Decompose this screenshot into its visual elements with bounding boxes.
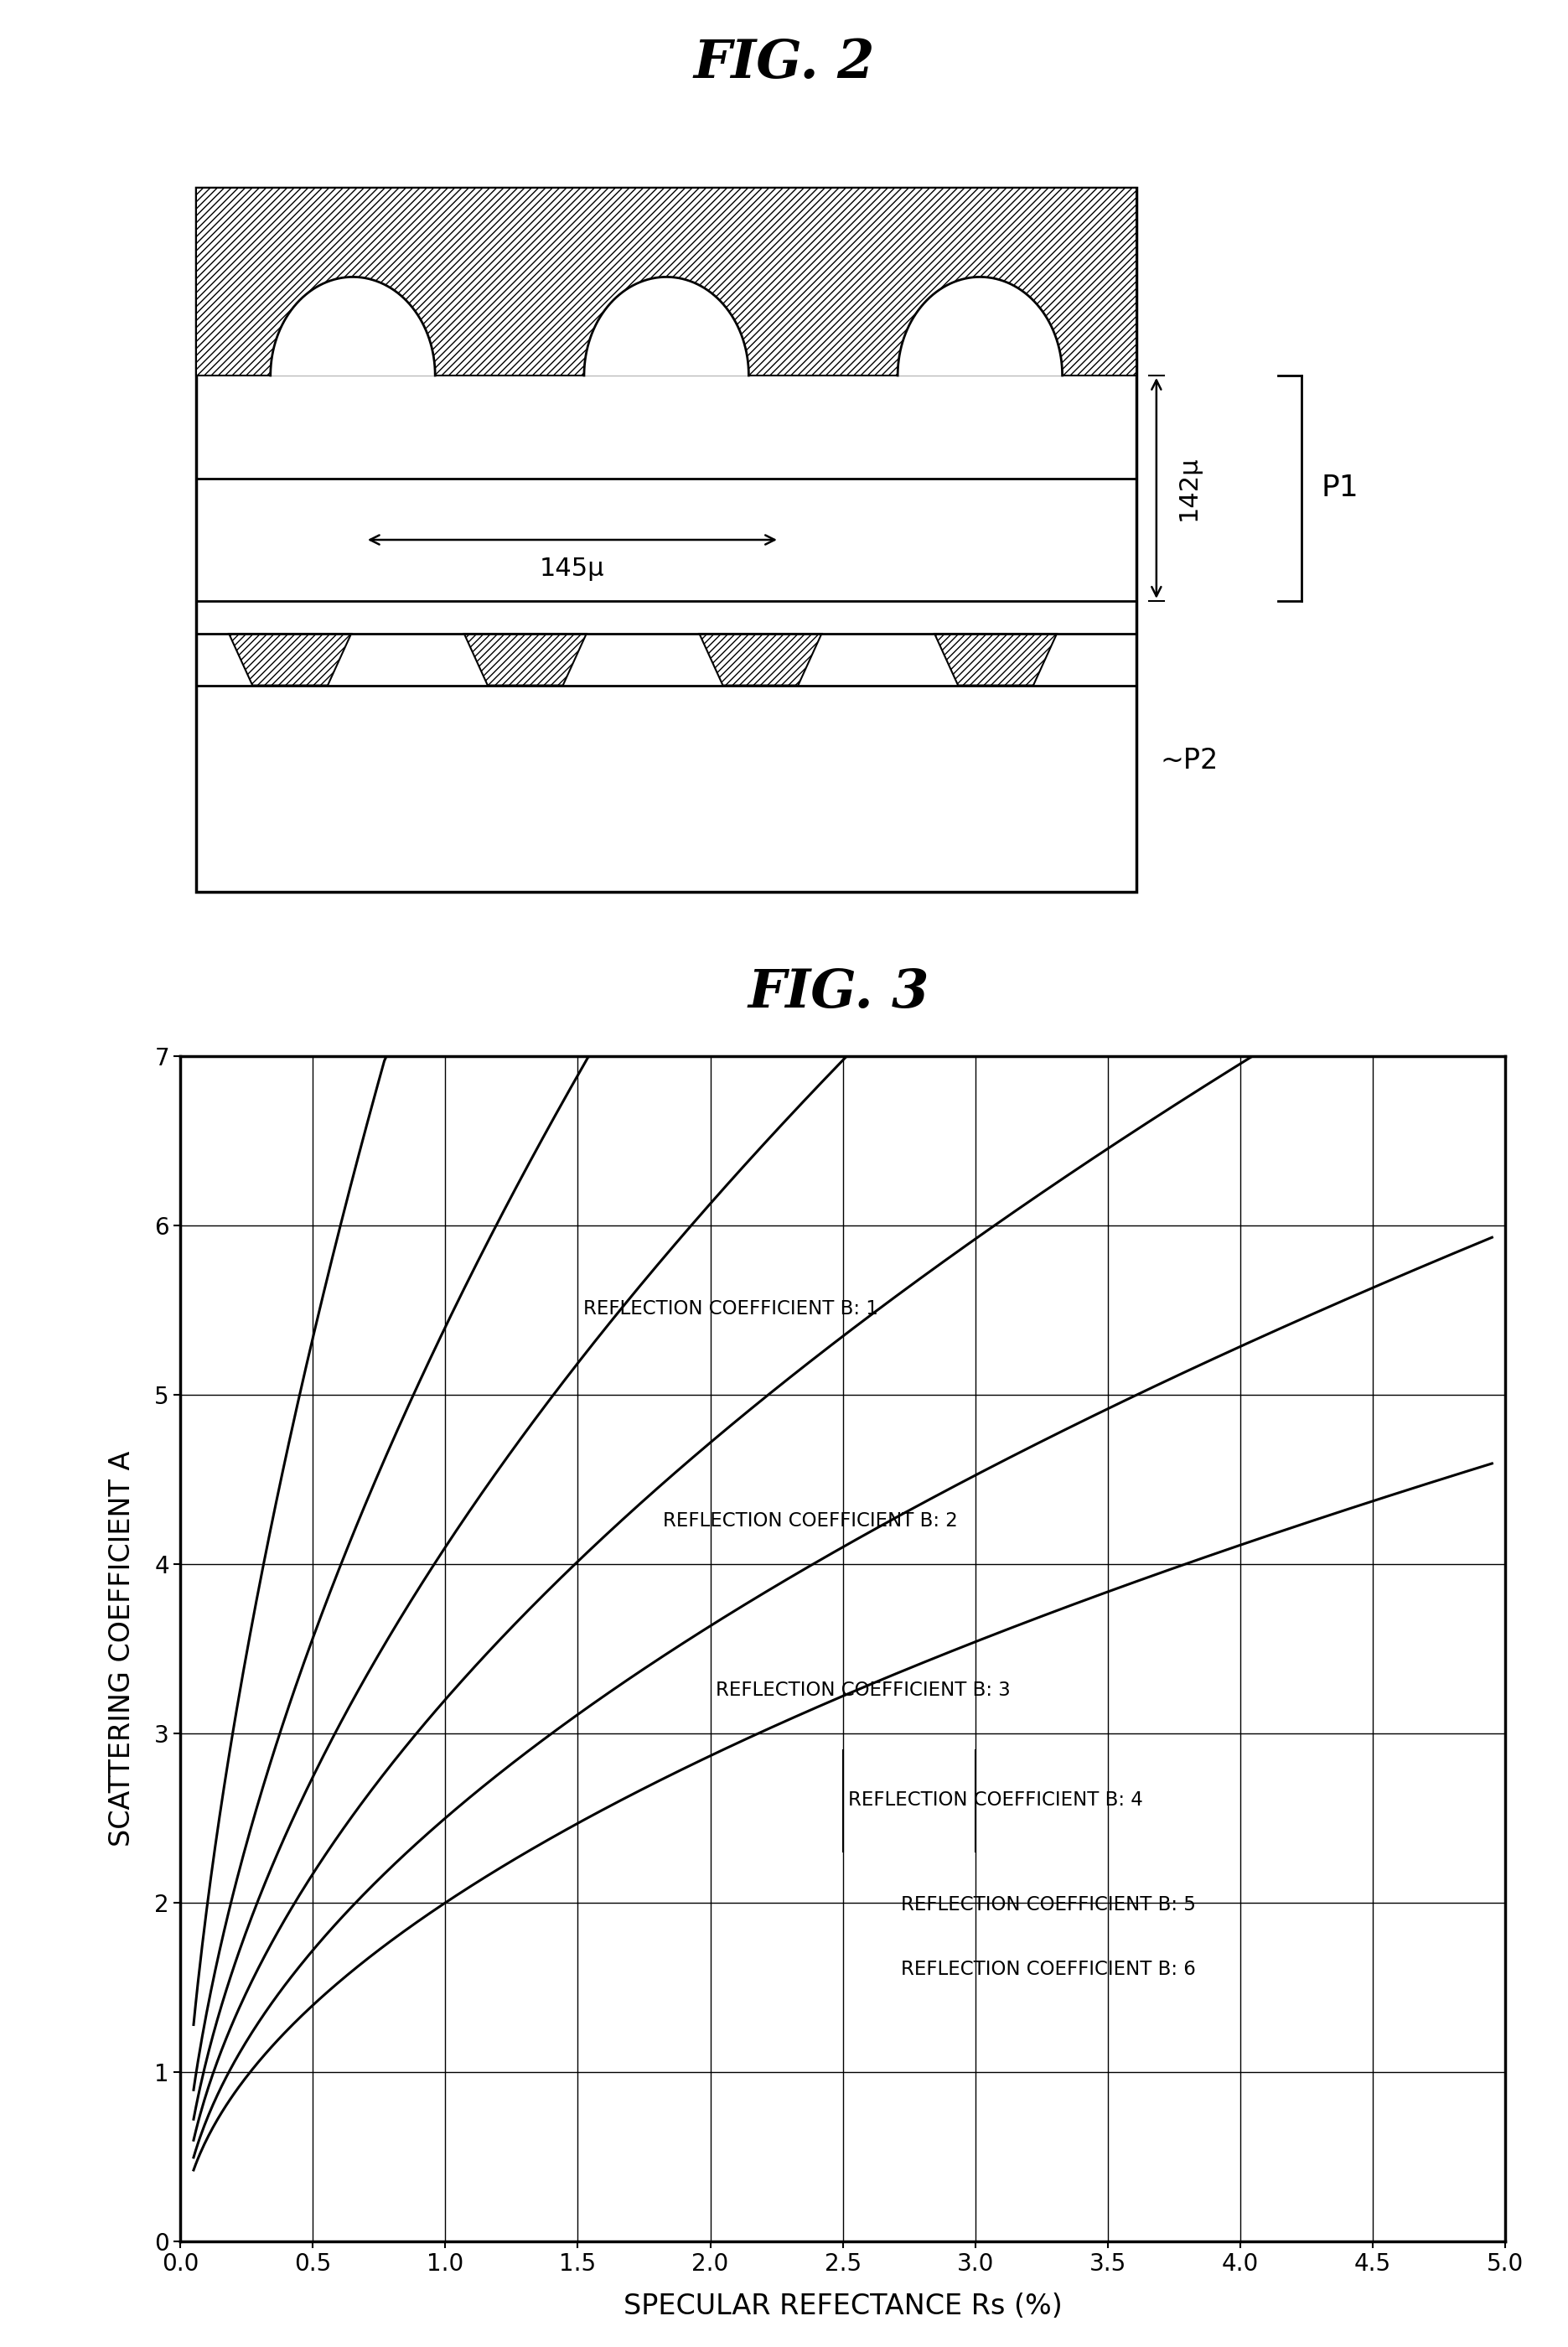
Polygon shape — [935, 634, 1057, 685]
Text: REFLECTION COEFFICIENT B: 2: REFLECTION COEFFICIENT B: 2 — [663, 1511, 958, 1530]
Polygon shape — [583, 277, 750, 376]
Polygon shape — [229, 634, 351, 685]
Polygon shape — [464, 634, 586, 685]
Polygon shape — [271, 277, 436, 376]
Text: P1: P1 — [1322, 474, 1358, 502]
Text: REFLECTION COEFFICIENT B: 5: REFLECTION COEFFICIENT B: 5 — [902, 1896, 1196, 1915]
Bar — [196, 188, 1137, 892]
Text: FIG. 3: FIG. 3 — [748, 967, 930, 1019]
Polygon shape — [699, 634, 822, 685]
Text: FIG. 2: FIG. 2 — [693, 38, 875, 89]
Text: ~P2: ~P2 — [1160, 746, 1218, 775]
Text: 142μ: 142μ — [1176, 455, 1200, 521]
Text: REFLECTION COEFFICIENT B: 6: REFLECTION COEFFICIENT B: 6 — [902, 1960, 1196, 1979]
Polygon shape — [897, 277, 1063, 376]
Text: REFLECTION COEFFICIENT B: 3: REFLECTION COEFFICIENT B: 3 — [715, 1680, 1010, 1699]
X-axis label: SPECULAR REFECTANCE Rs (%): SPECULAR REFECTANCE Rs (%) — [624, 2293, 1062, 2319]
Text: 145μ: 145μ — [539, 556, 605, 582]
Y-axis label: SCATTERING COEFFICIENT A: SCATTERING COEFFICIENT A — [108, 1450, 136, 1847]
Text: REFLECTION COEFFICIENT B: 4: REFLECTION COEFFICIENT B: 4 — [848, 1791, 1143, 1810]
Text: REFLECTION COEFFICIENT B: 1: REFLECTION COEFFICIENT B: 1 — [583, 1300, 878, 1319]
Bar — [196, 188, 1137, 376]
